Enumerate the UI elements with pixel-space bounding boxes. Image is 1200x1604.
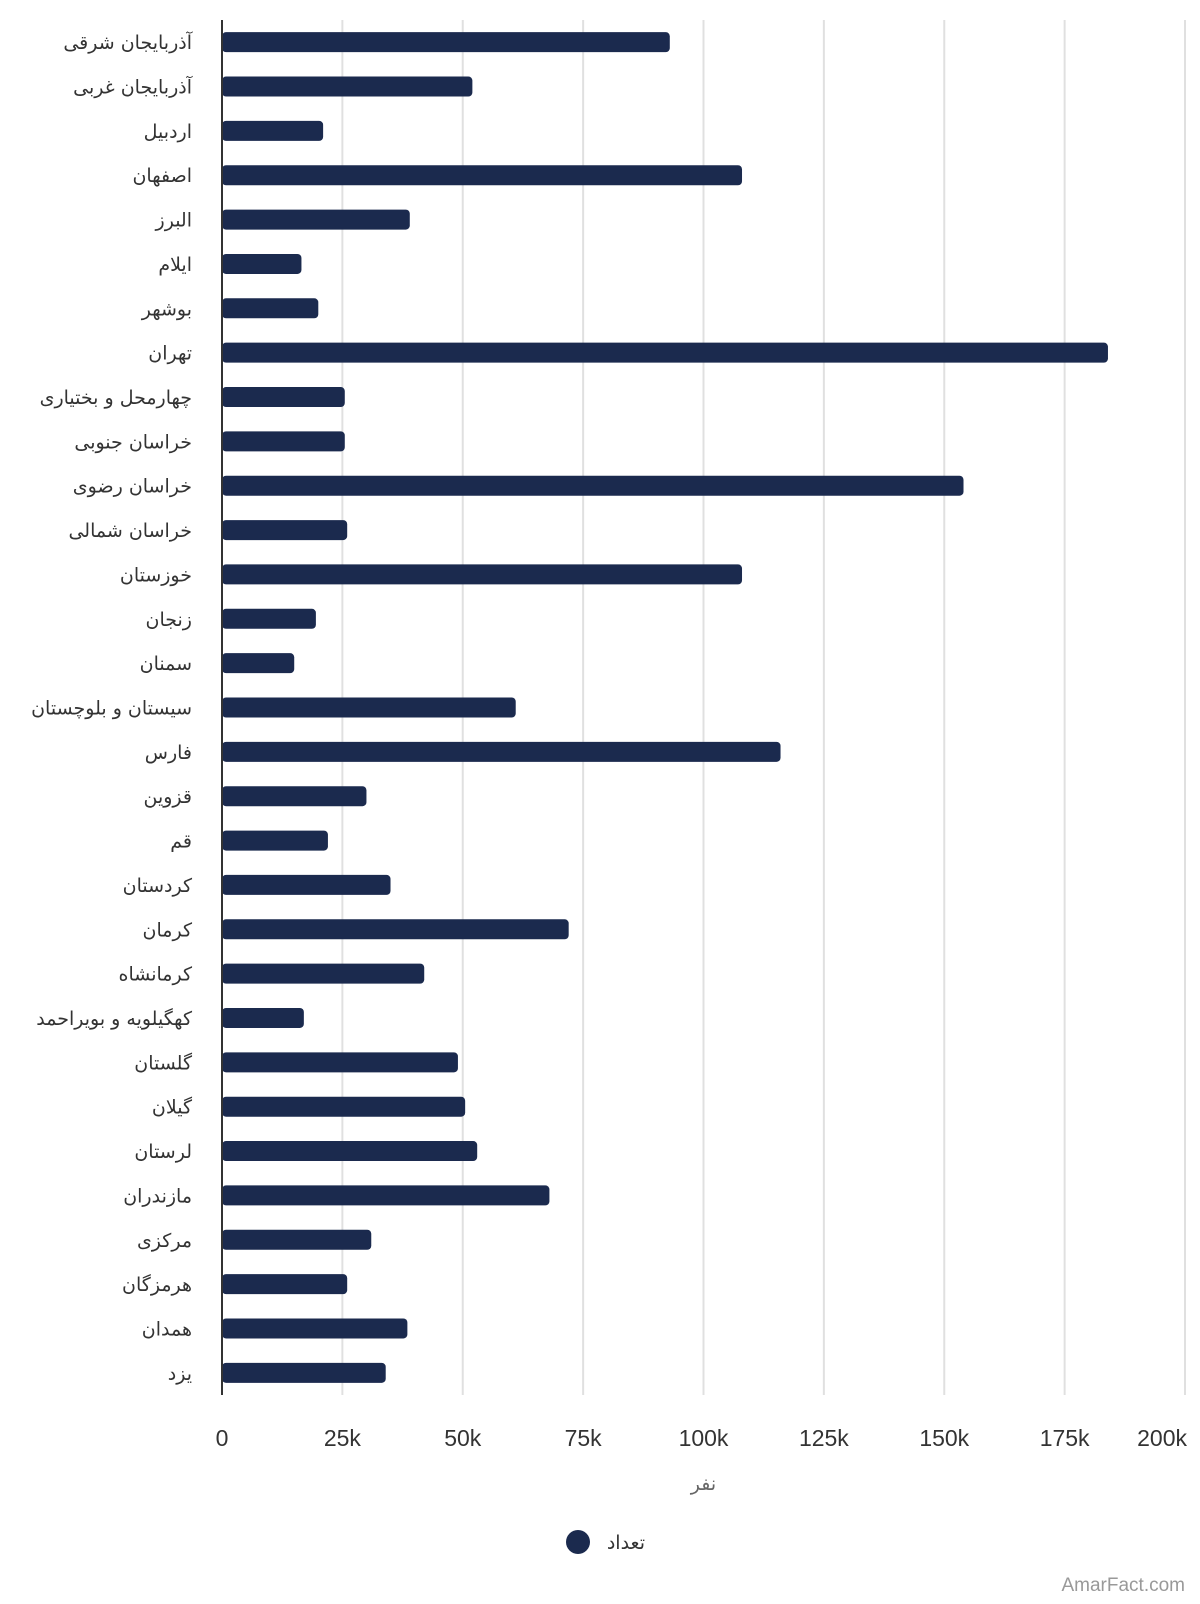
category-label: اصفهان (132, 165, 192, 187)
category-label: کرمان (143, 919, 193, 941)
category-label: آذربایجان غربی (73, 75, 193, 99)
bar[interactable] (222, 165, 743, 186)
bar[interactable] (222, 1362, 386, 1383)
bar[interactable] (222, 298, 319, 319)
legend[interactable]: تعداد (566, 1530, 645, 1554)
bar[interactable] (222, 1141, 478, 1162)
category-label: یزد (168, 1363, 192, 1385)
legend-marker (566, 1530, 590, 1554)
bar[interactable] (222, 786, 367, 807)
grid-lines (341, 20, 1186, 1395)
bar[interactable] (222, 564, 743, 585)
bar[interactable] (222, 1007, 304, 1028)
bar[interactable] (222, 697, 516, 718)
category-label: ایلام (158, 254, 192, 276)
category-label: گیلان (152, 1096, 193, 1119)
bar[interactable] (222, 830, 328, 851)
category-label: خراسان شمالی (68, 520, 192, 542)
category-label: خوزستان (120, 564, 192, 586)
bar[interactable] (222, 209, 410, 230)
bar[interactable] (222, 431, 345, 452)
category-label: بوشهر (141, 298, 192, 320)
bar[interactable] (222, 1229, 372, 1250)
bar[interactable] (222, 1052, 458, 1073)
category-labels: آذربایجان شرقی آذربایجان غربی اردبیل اصفهان… (31, 30, 193, 1385)
bar[interactable] (222, 919, 569, 940)
category-label: گلستان (134, 1051, 193, 1074)
x-tick-label: 25k (324, 1425, 362, 1451)
x-tick-label: 75k (565, 1425, 603, 1451)
bar[interactable] (222, 76, 473, 97)
bar[interactable] (222, 963, 425, 984)
bar[interactable] (222, 475, 964, 496)
category-label: مرکزی (137, 1230, 192, 1252)
bar[interactable] (222, 120, 324, 141)
bar[interactable] (222, 1318, 408, 1339)
x-tick-label: 125k (799, 1425, 849, 1451)
x-tick-label: 0 (216, 1425, 229, 1451)
bar[interactable] (222, 253, 302, 274)
bar[interactable] (222, 608, 316, 629)
category-label: فارس (145, 742, 192, 764)
x-tick-label: 175k (1040, 1425, 1090, 1451)
category-label: همدان (142, 1318, 192, 1340)
x-tick-label: 200k (1137, 1425, 1187, 1451)
bar[interactable] (222, 874, 391, 895)
bar[interactable] (222, 741, 781, 762)
category-label: خراسان رضوی (73, 476, 192, 498)
category-label: البرز (155, 210, 192, 232)
category-label: مازندران (123, 1185, 192, 1207)
bar[interactable] (222, 1185, 550, 1206)
category-label: لرستان (134, 1141, 192, 1163)
x-tick-label: 100k (679, 1425, 729, 1451)
category-label: چهارمحل و بختیاری (40, 387, 192, 409)
watermark: AmarFact.com (1061, 1575, 1185, 1596)
category-label: سمنان (140, 653, 192, 675)
bar[interactable] (222, 520, 348, 541)
category-label: کردستان (123, 875, 193, 897)
category-label: کهگیلویه و بویراحمد (36, 1007, 193, 1030)
bar[interactable] (222, 1096, 466, 1117)
bar[interactable] (222, 653, 295, 674)
category-label: قم (170, 831, 192, 853)
category-label: کرمانشاه (119, 964, 193, 986)
bar[interactable] (222, 32, 670, 53)
bar[interactable] (222, 1274, 348, 1295)
category-label: سیستان و بلوچستان (31, 698, 192, 720)
legend-label: تعداد (607, 1532, 645, 1554)
bar[interactable] (222, 342, 1108, 363)
bars (222, 32, 1108, 1383)
x-tick-label: 50k (444, 1425, 482, 1451)
category-label: زنجان (146, 609, 192, 631)
x-tick-labels: 0 25k 50k 75k 100k 125k 150k 175k 200k (216, 1425, 1188, 1451)
category-label: تهران (148, 343, 192, 365)
category-label: قزوین (144, 786, 193, 808)
category-label: آذربایجان شرقی (63, 30, 192, 54)
category-label: اردبیل (144, 121, 192, 143)
category-label: هرمزگان (122, 1273, 192, 1296)
x-axis-title: نفر (690, 1473, 716, 1495)
bar[interactable] (222, 387, 345, 408)
category-label: خراسان جنوبی (74, 431, 192, 453)
x-tick-label: 150k (919, 1425, 969, 1451)
